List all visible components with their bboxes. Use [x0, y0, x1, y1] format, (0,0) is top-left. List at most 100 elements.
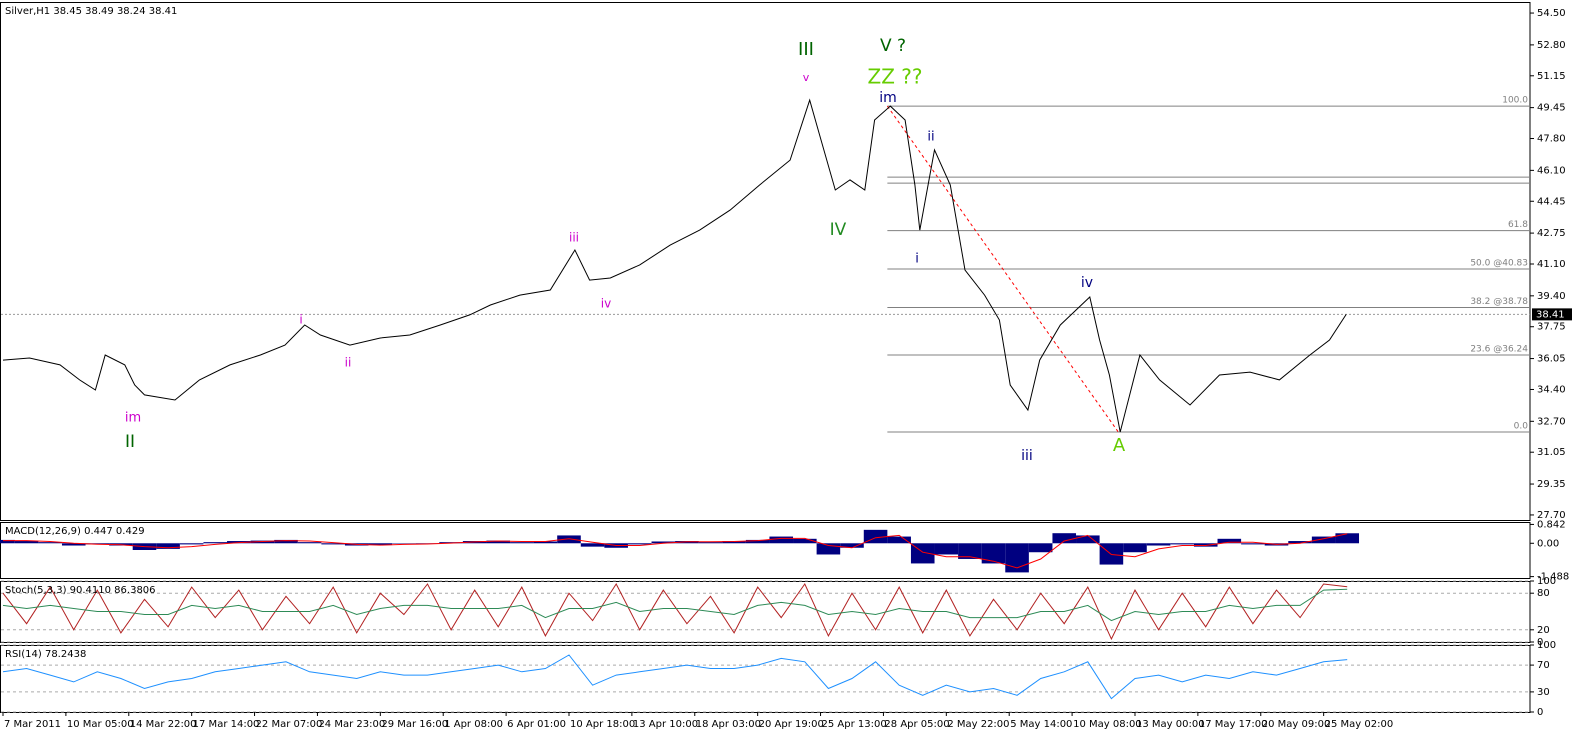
- y-tick-label: 44.45: [1537, 196, 1566, 207]
- histogram-bar: [368, 543, 393, 546]
- x-tick-label: 2 May 22:00: [947, 719, 1009, 730]
- x-tick-label: 17 May 17:00: [1199, 719, 1268, 730]
- y-tick-label: 0: [1537, 707, 1543, 718]
- last-price-label: 38.41: [1536, 309, 1565, 320]
- y-tick-label: 0: [1537, 637, 1543, 648]
- wave-label: im: [879, 90, 897, 106]
- series-line: [2, 582, 1348, 641]
- histogram-bar: [840, 543, 864, 548]
- y-tick-label: 30: [1537, 687, 1550, 698]
- y-tick-label: 70: [1537, 660, 1550, 671]
- histogram-bar: [887, 536, 911, 544]
- y-tick-label: 52.80: [1537, 40, 1566, 51]
- wave-label: ii: [927, 130, 934, 145]
- histogram-bar: [580, 543, 605, 547]
- histogram-bar: [156, 543, 180, 549]
- wave-label: ii: [345, 356, 352, 370]
- wave-label: im: [125, 411, 141, 426]
- y-tick-label: 51.15: [1537, 71, 1566, 82]
- y-tick-label: 100: [1537, 640, 1556, 651]
- y-tick-label: 27.70: [1537, 510, 1566, 521]
- y-tick-label: 49.45: [1537, 103, 1566, 114]
- wave-label: i: [299, 313, 302, 327]
- y-tick-label: 42.75: [1537, 228, 1566, 239]
- x-tick-label: 25 Apr 13:00: [822, 719, 887, 730]
- fibo-label: 50.0 @40.83: [1470, 259, 1528, 269]
- fibo-label: 61.8: [1508, 220, 1528, 230]
- x-tick-label: 1 Apr 08:00: [444, 719, 503, 730]
- histogram-bar: [698, 542, 723, 544]
- histogram-bar: [1076, 535, 1100, 544]
- histogram-bar: [203, 542, 228, 544]
- wave-label: iv: [601, 297, 611, 311]
- wave-label: A: [1113, 435, 1126, 456]
- histogram-bar: [745, 539, 770, 544]
- y-tick-label: -1.488: [1537, 572, 1569, 583]
- y-tick-label: 41.10: [1537, 259, 1566, 270]
- x-tick-label: 14 Mar 22:00: [130, 719, 197, 730]
- histogram-bar: [1311, 536, 1336, 544]
- series-line: [2, 654, 1348, 700]
- histogram-bar: [14, 541, 39, 544]
- histogram-bar: [486, 540, 511, 544]
- y-tick-label: 20: [1537, 625, 1550, 636]
- histogram-bar: [934, 543, 959, 555]
- histogram-bar: [1241, 543, 1265, 545]
- histogram-bar: [557, 535, 581, 544]
- series-line: [3, 533, 1348, 569]
- x-tick-label: 29 Mar 16:00: [381, 719, 448, 730]
- wave-label: iii: [569, 231, 579, 245]
- fibo-label: 0.0: [1514, 421, 1529, 431]
- histogram-bar: [627, 543, 652, 545]
- y-tick-label: 0.842: [1537, 519, 1566, 530]
- histogram-bar: [0, 539, 15, 544]
- x-tick-label: 18 Apr 03:00: [696, 719, 761, 730]
- x-tick-label: 13 Apr 10:00: [633, 719, 698, 730]
- histogram-bar: [321, 543, 345, 545]
- series-line: [2, 98, 1347, 433]
- x-tick-label: 25 May 02:00: [1325, 719, 1394, 730]
- y-tick-label: 29.35: [1537, 479, 1566, 490]
- histogram-bar: [1146, 543, 1171, 546]
- y-tick-label: 0.00: [1537, 538, 1559, 549]
- x-tick-label: 17 Mar 14:00: [193, 719, 260, 730]
- x-tick-label: 7 Mar 2011: [4, 719, 61, 730]
- y-tick-label: 37.75: [1537, 322, 1566, 333]
- fibo-trendline: [886, 105, 1119, 433]
- x-tick-label: 20 May 09:00: [1262, 719, 1331, 730]
- x-tick-label: 5 May 14:00: [1010, 719, 1072, 730]
- histogram-bar: [533, 541, 558, 544]
- y-tick-label: 54.50: [1537, 8, 1566, 19]
- histogram-bar: [1170, 543, 1194, 545]
- y-tick-label: 32.70: [1537, 416, 1566, 427]
- wave-label: ZZ ??: [868, 65, 923, 89]
- wave-label: v: [803, 71, 810, 84]
- histogram-bar: [816, 543, 841, 555]
- y-tick-label: 36.05: [1537, 354, 1566, 365]
- histogram-bar: [1123, 543, 1147, 553]
- x-tick-label: 24 Mar 23:00: [318, 719, 385, 730]
- histogram-bar: [1217, 538, 1242, 544]
- panel-frame: [0, 2, 1531, 521]
- panel-title: RSI(14) 78.2438: [5, 649, 86, 660]
- panel-title: Silver,H1 38.45 38.49 38.24 38.41: [5, 6, 177, 17]
- histogram-bar: [1335, 533, 1360, 544]
- x-tick-label: 10 Mar 05:00: [67, 719, 134, 730]
- histogram-bar: [958, 543, 982, 559]
- x-tick-label: 6 Apr 01:00: [507, 719, 566, 730]
- panel-frame: [0, 522, 1531, 579]
- histogram-bar: [179, 543, 204, 545]
- series-line: [2, 588, 1348, 622]
- wave-label: iv: [1081, 275, 1093, 291]
- x-tick-label: 10 May 08:00: [1073, 719, 1142, 730]
- histogram-bar: [1288, 541, 1312, 544]
- fibo-label: 100.0: [1502, 96, 1528, 106]
- y-tick-label: 31.05: [1537, 447, 1566, 458]
- histogram-bar: [651, 541, 676, 544]
- x-tick-label: 13 May 00:00: [1136, 719, 1205, 730]
- histogram-bar: [61, 543, 86, 546]
- wave-label: IV: [830, 220, 847, 240]
